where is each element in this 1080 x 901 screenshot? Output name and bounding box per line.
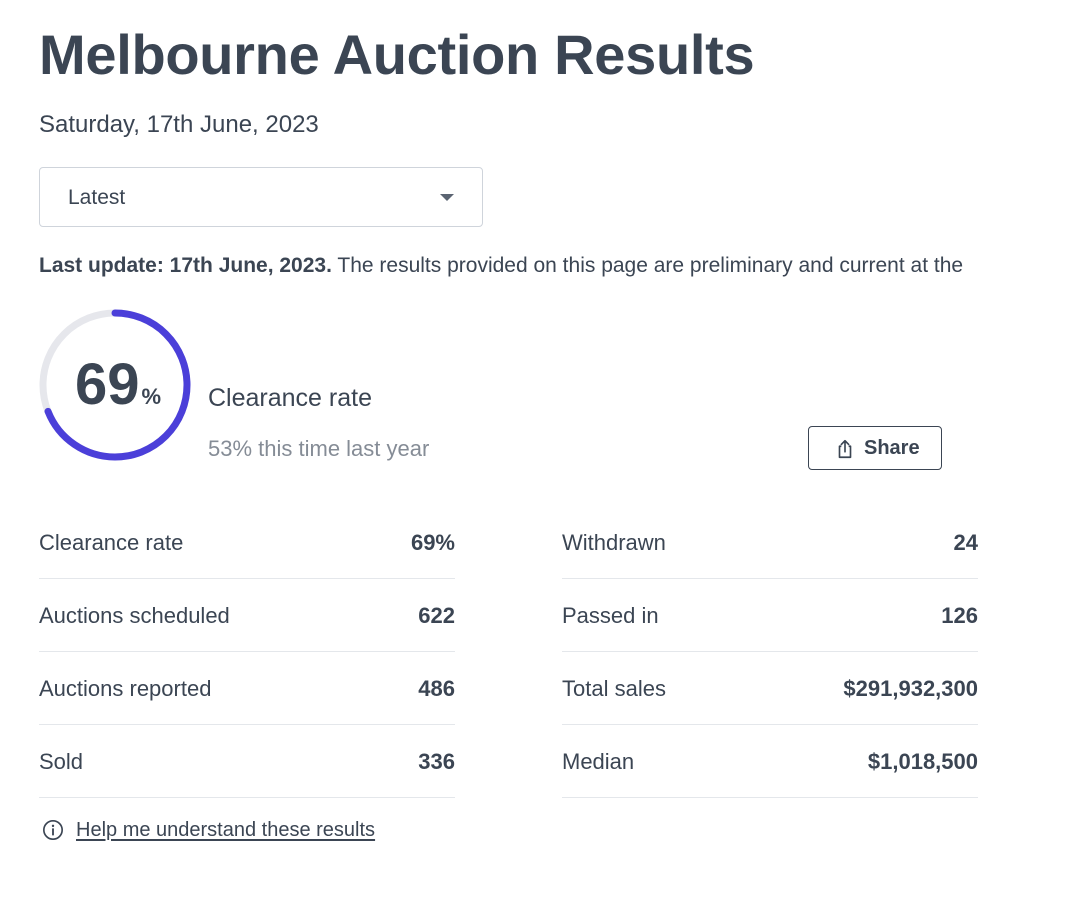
info-icon [43,820,63,840]
stat-value: 486 [418,676,455,701]
last-update-text: The results provided on this page are pr… [331,254,964,277]
gauge-comparison: 53% this time last year [208,436,430,461]
stat-row: Auctions reported 486 [39,653,455,725]
stat-value: 622 [418,603,455,628]
share-button[interactable]: Share [808,426,942,470]
share-icon [838,439,852,459]
stat-row: Median $1,018,500 [562,726,978,798]
stats-table-left: Clearance rate 69% Auctions scheduled 62… [39,507,455,799]
stat-label: Auctions scheduled [39,603,230,628]
stat-value: 24 [953,530,978,555]
stat-value: $1,018,500 [867,749,978,774]
gauge-ring [39,309,191,461]
stat-label: Clearance rate [39,530,184,555]
gauge-fill [39,309,191,461]
last-update-date: Last update: 17th June, 2023. [39,254,332,277]
stat-label: Total sales [562,676,666,701]
stat-value: 126 [941,603,978,628]
stats-table-right: Withdrawn 24 Passed in 126 Total sales $… [562,507,978,799]
stat-label: Withdrawn [562,530,666,555]
stat-row: Passed in 126 [562,580,978,652]
stat-row: Sold 336 [39,726,455,798]
stat-row: Clearance rate 69% [39,507,455,579]
help-link[interactable]: Help me understand these results [76,819,376,841]
share-label: Share [864,437,920,459]
stat-label: Passed in [562,603,659,628]
chevron-down-icon [440,194,454,201]
page-title: Melbourne Auction Results [39,23,755,86]
gauge-number: 69 [75,352,140,417]
stat-value: 69% [410,530,455,555]
auction-date: Saturday, 17th June, 2023 [39,111,319,138]
gauge-label: Clearance rate [208,384,372,412]
stat-label: Auctions reported [39,676,212,701]
stat-label: Sold [39,749,84,774]
stat-value: $291,932,300 [843,676,978,701]
gauge-unit: % [141,384,162,409]
stat-row: Total sales $291,932,300 [562,653,978,725]
clearance-rate-gauge: 69% [36,306,194,464]
stat-value: 336 [418,749,455,774]
stat-row: Withdrawn 24 [562,507,978,579]
last-update-notice: Last update: 17th June, 2023. The result… [39,254,1080,278]
results-period-select[interactable]: Latest [39,167,483,227]
stat-row: Auctions scheduled 622 [39,580,455,652]
gauge-value: 69% [75,356,161,426]
select-value: Latest [68,186,126,209]
stat-label: Median [562,749,635,774]
